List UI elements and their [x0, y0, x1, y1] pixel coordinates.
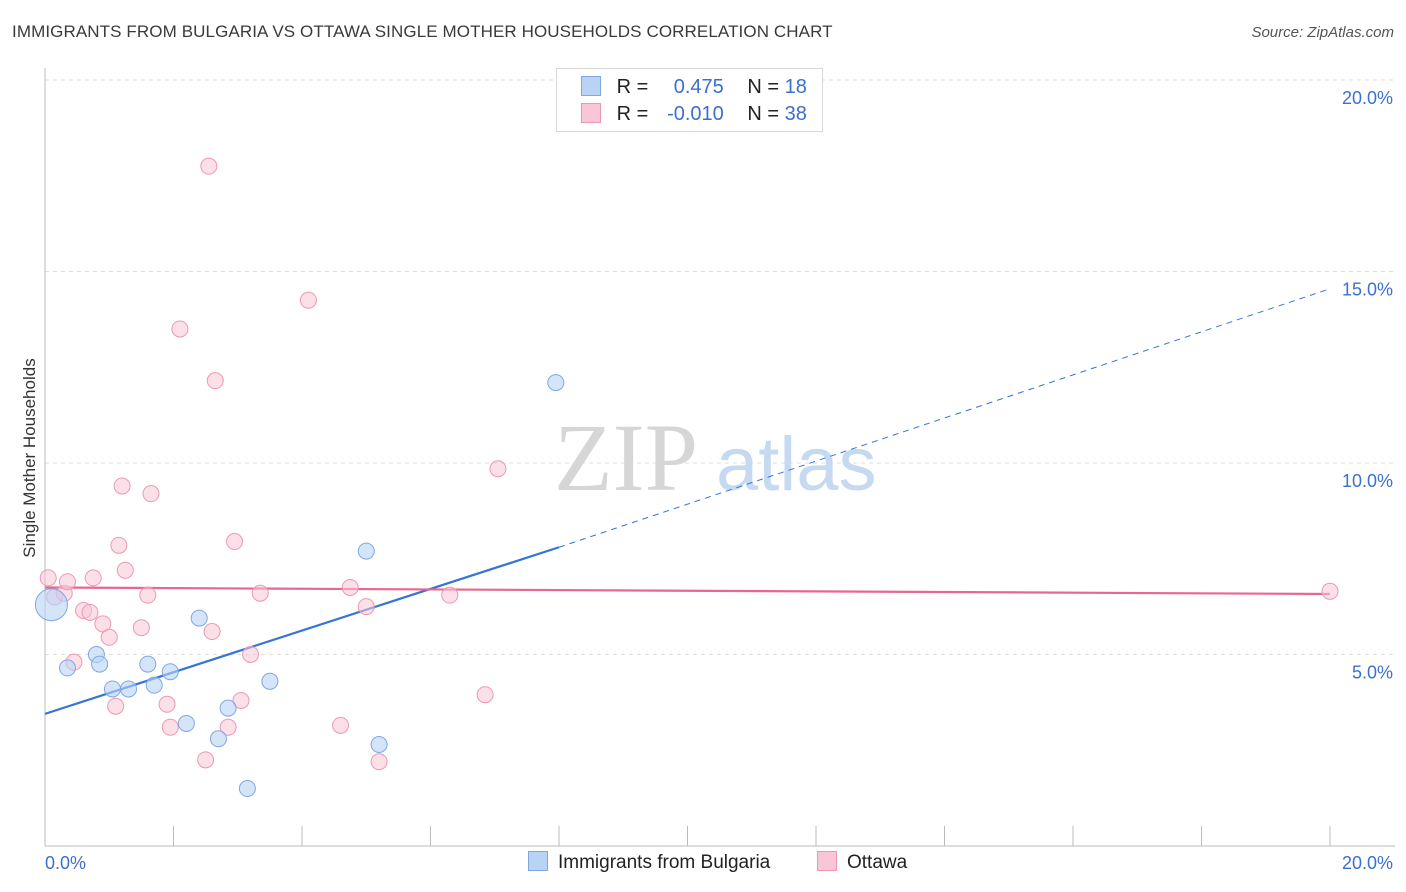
ottawa-point	[370, 753, 388, 771]
chart-title: IMMIGRANTS FROM BULGARIA VS OTTAWA SINGL…	[12, 22, 833, 41]
bottom-legend-swatch-blue	[528, 851, 548, 871]
axes	[44, 68, 1395, 847]
y-tick-label: 15.0%	[1342, 280, 1393, 300]
legend-n-value-bulgaria: 18	[784, 76, 807, 98]
ottawa-point	[1321, 582, 1339, 600]
bulgaria-point	[238, 780, 256, 798]
ottawa-point	[158, 695, 176, 713]
bulgaria-point	[120, 680, 138, 698]
legend-r-value-ottawa: -0.010	[667, 103, 724, 125]
bulgaria-point	[161, 663, 179, 681]
bulgaria-points	[34, 374, 565, 798]
ottawa-point	[206, 372, 224, 390]
ottawa-point	[341, 578, 359, 596]
watermark-atlas: atlas	[716, 422, 877, 507]
bulgaria-trend-extension	[558, 288, 1331, 548]
ottawa-point	[299, 291, 317, 309]
grid-lines	[45, 79, 1395, 655]
bottom-legend-swatch-pink	[817, 851, 837, 871]
ottawa-point	[219, 718, 237, 736]
ottawa-point	[132, 619, 150, 637]
bulgaria-point	[139, 655, 157, 673]
bulgaria-point	[177, 714, 195, 732]
legend-r-label: R =	[616, 103, 649, 125]
legend-r-value-bulgaria: 0.475	[673, 76, 724, 98]
ottawa-point	[39, 569, 57, 587]
bulgaria-point	[103, 680, 121, 698]
tick-labels: 5.0% 10.0% 15.0% 20.0% 0.0% 20.0%	[45, 88, 1393, 873]
ottawa-point	[332, 716, 350, 734]
bulgaria-point	[209, 730, 227, 748]
ottawa-point	[113, 477, 131, 495]
ottawa-point	[200, 157, 218, 175]
ottawa-point	[110, 536, 128, 554]
ottawa-point	[251, 584, 269, 602]
x-tick-label: 0.0%	[45, 853, 86, 873]
ottawa-point	[441, 586, 459, 604]
bulgaria-point	[34, 588, 68, 622]
bottom-legend-label-bulgaria: Immigrants from Bulgaria	[558, 852, 771, 873]
ottawa-point	[107, 697, 125, 715]
ottawa-point	[58, 573, 76, 591]
ottawa-point	[84, 569, 102, 587]
bulgaria-point	[261, 672, 279, 690]
bottom-legend-label-ottawa: Ottawa	[847, 852, 908, 873]
ottawa-point	[142, 485, 160, 503]
legend-swatch-blue	[581, 76, 601, 96]
legend-row-ottawa: R = -0.010 N = 38	[581, 103, 807, 126]
y-tick-label: 20.0%	[1342, 88, 1393, 108]
ottawa-point	[197, 751, 215, 769]
ottawa-point	[357, 598, 375, 616]
bulgaria-point	[91, 655, 109, 673]
legend-n-value-ottawa: 38	[784, 103, 807, 125]
bulgaria-point	[58, 659, 76, 677]
ottawa-trend-line	[44, 586, 1331, 596]
y-tick-label: 10.0%	[1342, 471, 1393, 491]
ottawa-point	[203, 623, 221, 641]
legend-n-label: N =	[747, 103, 780, 125]
bulgaria-point	[145, 676, 163, 694]
bulgaria-point	[547, 374, 565, 392]
bottom-legend-ottawa: Ottawa	[817, 851, 907, 874]
ottawa-point	[139, 586, 157, 604]
bulgaria-point	[219, 699, 237, 717]
y-tick-label: 5.0%	[1352, 663, 1393, 683]
ottawa-point	[242, 646, 260, 663]
legend-n-label: N =	[747, 76, 780, 98]
legend-r-label: R =	[616, 76, 649, 98]
watermark-zip: ZIP	[554, 404, 698, 511]
source-label: Source: ZipAtlas.com	[1251, 24, 1394, 41]
bottom-legend-bulgaria: Immigrants from Bulgaria	[528, 851, 770, 874]
ottawa-point	[226, 533, 244, 551]
legend-row-bulgaria: R = 0.475 N = 18	[581, 76, 807, 99]
ottawa-point	[232, 691, 250, 709]
x-tick-label: 20.0%	[1342, 853, 1393, 873]
bulgaria-point	[357, 542, 375, 560]
ottawa-point	[476, 686, 494, 704]
ottawa-point	[100, 628, 118, 646]
correlation-legend: R = 0.475 N = 18 R = -0.010 N = 38	[556, 68, 823, 132]
legend-swatch-pink	[581, 103, 601, 123]
bulgaria-point	[190, 609, 208, 627]
ottawa-point	[171, 320, 189, 338]
ottawa-point	[489, 460, 507, 478]
bulgaria-point	[370, 736, 388, 754]
ottawa-point	[81, 603, 99, 621]
ottawa-point	[161, 718, 179, 736]
ottawa-point	[116, 561, 134, 579]
